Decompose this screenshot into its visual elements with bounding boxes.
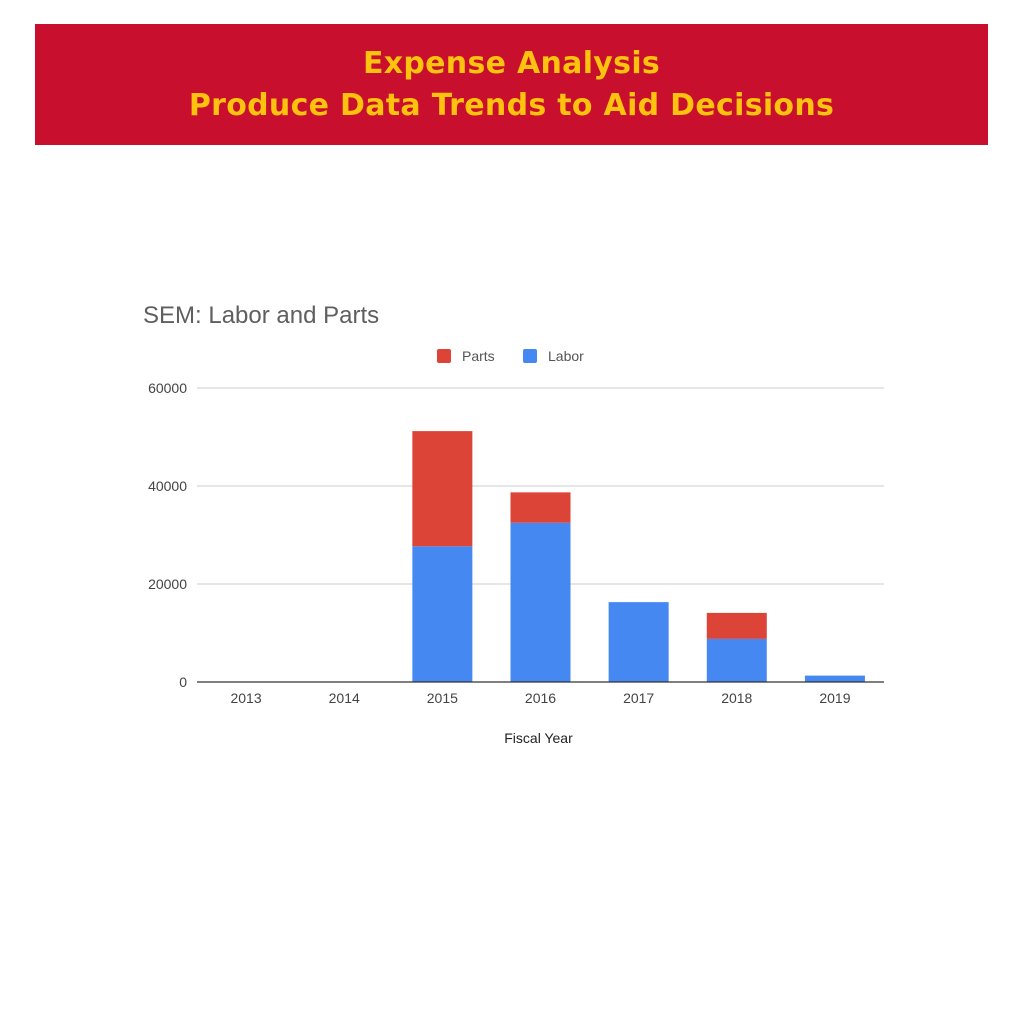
legend-swatch-labor	[523, 349, 537, 363]
legend: Parts Labor	[437, 348, 584, 364]
bar-labor-2017	[608, 602, 669, 682]
header-title-line1: Expense Analysis	[362, 45, 661, 81]
bar-labor-2016	[510, 522, 571, 682]
x-tick-label: 2017	[623, 690, 654, 706]
x-tick-label: 2013	[230, 690, 261, 706]
x-tick-label: 2016	[525, 690, 556, 706]
y-tick-label: 20000	[148, 576, 187, 592]
y-tick-label: 0	[179, 674, 187, 690]
x-tick-label: 2019	[819, 690, 850, 706]
bar-parts-2016	[510, 492, 571, 523]
legend-label-labor: Labor	[548, 348, 584, 364]
x-axis-ticks: 2013 2014 2015 2016 2017 2018 2019	[230, 690, 850, 706]
legend-swatch-parts	[437, 349, 451, 363]
bar-labor-2018	[706, 638, 767, 682]
x-axis-title: Fiscal Year	[504, 730, 573, 746]
x-tick-label: 2018	[721, 690, 752, 706]
x-tick-label: 2014	[329, 690, 360, 706]
y-tick-label: 40000	[148, 478, 187, 494]
bars	[412, 431, 865, 682]
y-axis-ticks: 0 20000 40000 60000	[148, 380, 187, 690]
bar-parts-2015	[412, 431, 473, 547]
legend-label-parts: Parts	[462, 348, 495, 364]
bar-labor-2015	[412, 546, 473, 682]
header-banner: Expense Analysis Produce Data Trends to …	[35, 24, 988, 145]
bar-parts-2018	[706, 612, 767, 639]
bar-labor-2019	[804, 675, 865, 682]
header-title-line2: Produce Data Trends to Aid Decisions	[188, 87, 835, 123]
y-tick-label: 60000	[148, 380, 187, 396]
x-tick-label: 2015	[427, 690, 458, 706]
chart-title: SEM: Labor and Parts	[143, 302, 380, 329]
